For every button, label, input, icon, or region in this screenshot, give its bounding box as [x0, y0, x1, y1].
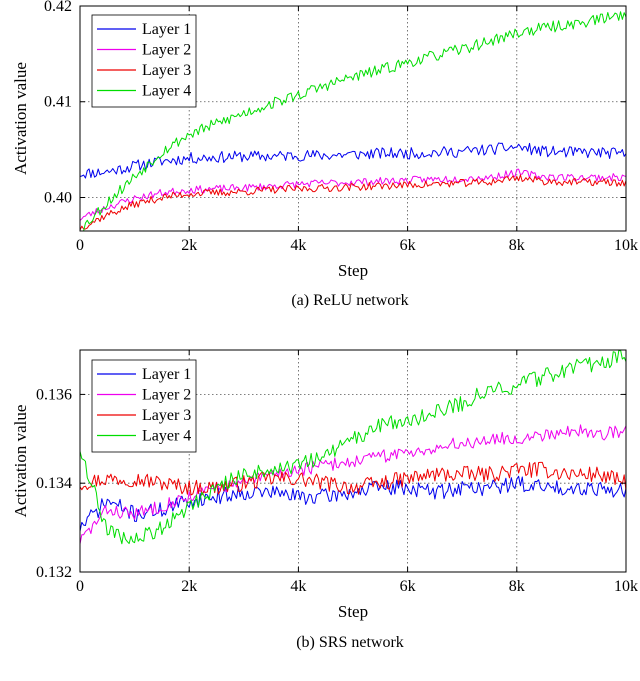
figure-caption: (a) ReLU network — [291, 292, 408, 309]
series-line-4 — [79, 349, 627, 545]
legend-box — [91, 14, 197, 108]
x-tick-label: 4k — [290, 578, 306, 595]
legend-label-4: Layer 4 — [142, 83, 191, 100]
figure-caption: (b) SRS network — [296, 634, 404, 651]
series-line-2 — [79, 424, 627, 545]
legend: Layer 1 Layer 2 Layer 3 Layer 4 — [91, 14, 197, 108]
x-axis-label: Step — [338, 261, 368, 280]
legend-label-2: Layer 2 — [142, 42, 191, 59]
x-tick-label: 6k — [400, 578, 416, 595]
x-tick-label: 8k — [509, 237, 525, 254]
x-tick-label: 10k — [614, 237, 638, 254]
x-tick-label: 0 — [76, 578, 84, 595]
legend-label-1: Layer 1 — [142, 366, 191, 383]
plot-frame — [79, 5, 627, 232]
y-tick-label: 0.134 — [36, 475, 72, 492]
legend: Layer 1 Layer 2 Layer 3 Layer 4 — [91, 359, 197, 453]
x-tick-label: 8k — [509, 578, 525, 595]
plot-frame — [79, 349, 627, 573]
y-tick-label: 0.41 — [44, 94, 72, 111]
legend-label-3: Layer 3 — [142, 407, 191, 424]
x-axis-label: Step — [338, 602, 368, 621]
series-line-3 — [79, 174, 627, 231]
series-line-2 — [79, 168, 627, 221]
series-line-1 — [79, 142, 627, 179]
y-axis-label: Activation value — [11, 62, 30, 175]
series-line-3 — [79, 461, 627, 496]
y-tick-label: 0.132 — [36, 564, 72, 581]
chart-srs: 0 2k 4k 6k 8k 10k 0.132 0.134 0.136 Step Activatio… — [11, 349, 638, 651]
x-tick-label: 0 — [76, 237, 84, 254]
x-tick-label: 2k — [181, 578, 197, 595]
y-tick-label: 0.40 — [44, 189, 72, 206]
x-tick-label: 6k — [400, 237, 416, 254]
y-tick-label: 0.42 — [44, 0, 72, 15]
y-tick-label: 0.136 — [36, 386, 72, 403]
legend-box — [91, 359, 197, 453]
chart-relu: 0 2k 4k 6k 8k 10k 0.40 0.41 0.42 Step Activation v… — [11, 0, 638, 309]
x-tick-label: 4k — [290, 237, 306, 254]
series-line-1 — [79, 475, 627, 532]
x-tick-label: 2k — [181, 237, 197, 254]
y-axis-label: Activation value — [11, 405, 30, 518]
legend-label-3: Layer 3 — [142, 62, 191, 79]
x-tick-label: 10k — [614, 578, 638, 595]
legend-label-4: Layer 4 — [142, 428, 191, 445]
series-line-4 — [80, 11, 627, 232]
legend-label-2: Layer 2 — [142, 387, 191, 404]
legend-label-1: Layer 1 — [142, 21, 191, 38]
